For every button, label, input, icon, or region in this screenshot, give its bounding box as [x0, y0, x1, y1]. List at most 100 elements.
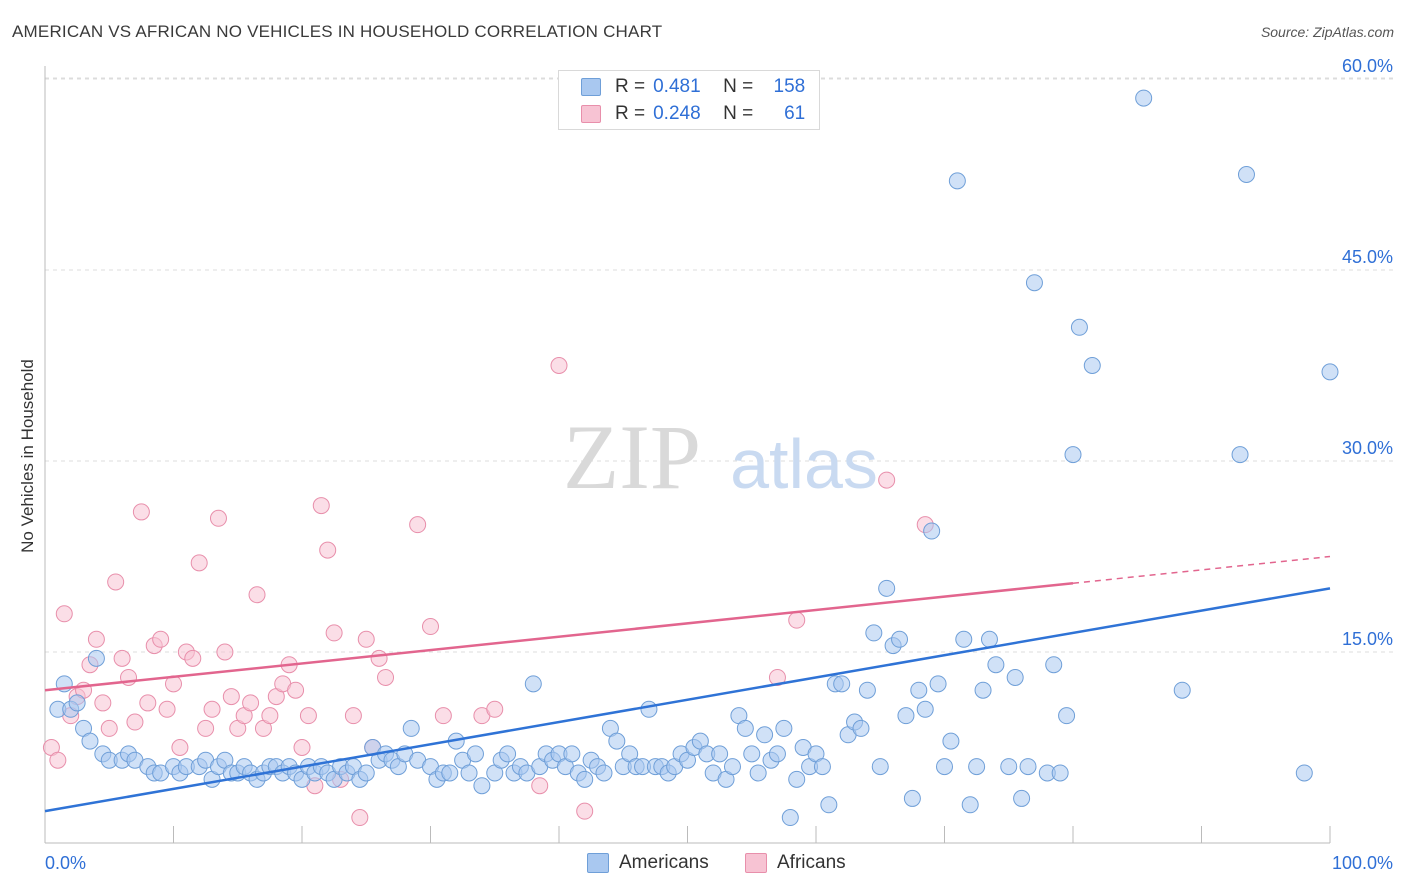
americans-point	[1064, 446, 1082, 464]
americans-point	[1045, 656, 1063, 674]
watermark: ZIP atlas	[563, 406, 878, 508]
americans-point	[942, 732, 960, 750]
tick-labels: 15.0% 30.0% 45.0% 60.0% 0.0% 100.0%	[45, 56, 1393, 873]
africans-point	[312, 497, 330, 515]
americans-point	[756, 726, 774, 744]
legend-row-africans: R = 0.248 N = 61	[581, 102, 805, 126]
americans-point	[961, 796, 979, 814]
africans-n-value: 61	[784, 103, 806, 124]
africans-point	[171, 739, 189, 756]
americans-point	[781, 809, 799, 827]
americans-point	[1070, 318, 1088, 336]
trend-lines	[44, 555, 1331, 813]
africans-point	[531, 777, 549, 795]
legend-row-americans: R = 0.481 N = 158	[581, 75, 805, 99]
africans-r-value: 0.248	[653, 103, 701, 124]
americans-point	[81, 732, 99, 750]
americans-point	[473, 777, 491, 795]
africans-point	[152, 630, 170, 648]
x-tick-label: 100.0%	[1332, 853, 1393, 873]
africans-point	[132, 503, 150, 521]
americans-point	[878, 579, 896, 597]
africans-point	[158, 700, 176, 718]
watermark-zip: ZIP	[563, 406, 701, 508]
americans-point	[723, 758, 741, 776]
americans-point	[743, 745, 761, 763]
africans-point	[287, 681, 305, 699]
americans-r-label: R =	[615, 76, 646, 97]
africans-point	[550, 357, 568, 374]
americans-point	[852, 719, 870, 737]
americans-n-value: 158	[773, 76, 806, 97]
americans-point	[749, 764, 767, 782]
africans-point	[351, 809, 369, 827]
africans-point	[242, 694, 260, 712]
americans-points	[49, 89, 1339, 827]
africans-point	[344, 707, 362, 725]
africans-point	[576, 802, 594, 820]
americans-point	[1321, 363, 1339, 381]
y-tick-label: 60.0%	[1342, 56, 1393, 76]
americans-point	[903, 789, 921, 807]
africans-point	[878, 471, 896, 489]
americans-point	[68, 694, 86, 712]
americans-point	[576, 770, 594, 788]
americans-trend-line	[44, 587, 1331, 813]
americans-point	[1295, 764, 1313, 782]
africans-point	[216, 643, 234, 661]
americans-point	[897, 707, 915, 725]
americans-point	[1237, 166, 1255, 183]
americans-point	[1051, 764, 1069, 782]
americans-point	[1083, 357, 1101, 374]
africans-point	[49, 751, 67, 769]
americans-point	[910, 681, 928, 699]
americans-point	[640, 700, 658, 718]
africans-point	[377, 668, 395, 686]
africans-point	[293, 739, 311, 756]
africans-point	[126, 713, 144, 731]
americans-point	[923, 522, 941, 540]
americans-point	[1173, 681, 1191, 699]
americans-point	[858, 681, 876, 699]
africans-point	[788, 611, 806, 629]
americans-point	[974, 681, 992, 699]
africans-trend-line	[44, 581, 1074, 692]
americans-point	[357, 764, 375, 782]
africans-point	[261, 707, 279, 725]
africans-point	[139, 694, 157, 712]
americans-point	[891, 630, 909, 648]
americans-point	[1000, 758, 1018, 776]
axes	[44, 66, 1331, 844]
americans-swatch	[581, 78, 601, 96]
americans-point	[466, 745, 484, 763]
americans-point	[87, 649, 105, 667]
africans-n-label: N =	[723, 103, 754, 124]
americans-point	[1006, 668, 1024, 686]
africans-point	[422, 618, 439, 636]
americans-point	[833, 675, 851, 693]
africans-r-label: R =	[615, 103, 646, 124]
americans-n-label: N =	[723, 76, 754, 97]
americans-point	[1135, 89, 1153, 107]
americans-point	[865, 624, 883, 642]
americans-point	[460, 764, 478, 782]
y-tick-label: 15.0%	[1342, 629, 1393, 649]
americans-point	[736, 719, 754, 737]
africans-point	[94, 694, 112, 712]
africans-point	[248, 586, 266, 604]
africans-legend-label: Africans	[777, 852, 846, 873]
africans-point	[100, 719, 118, 737]
africans-point	[113, 649, 131, 667]
americans-point	[871, 758, 889, 776]
africans-point	[409, 516, 427, 534]
africans-point	[319, 541, 337, 559]
stats-legend: R = 0.481 N = 158 R = 0.248 N = 61	[558, 70, 820, 130]
y-tick-label: 30.0%	[1342, 438, 1393, 458]
africans-point	[434, 707, 452, 725]
bottom-legend-americans: Americans	[587, 852, 709, 874]
americans-point	[987, 656, 1005, 674]
americans-point	[775, 719, 793, 737]
chart-title: AMERICAN VS AFRICAN NO VEHICLES IN HOUSE…	[12, 22, 663, 41]
americans-point	[955, 630, 973, 648]
